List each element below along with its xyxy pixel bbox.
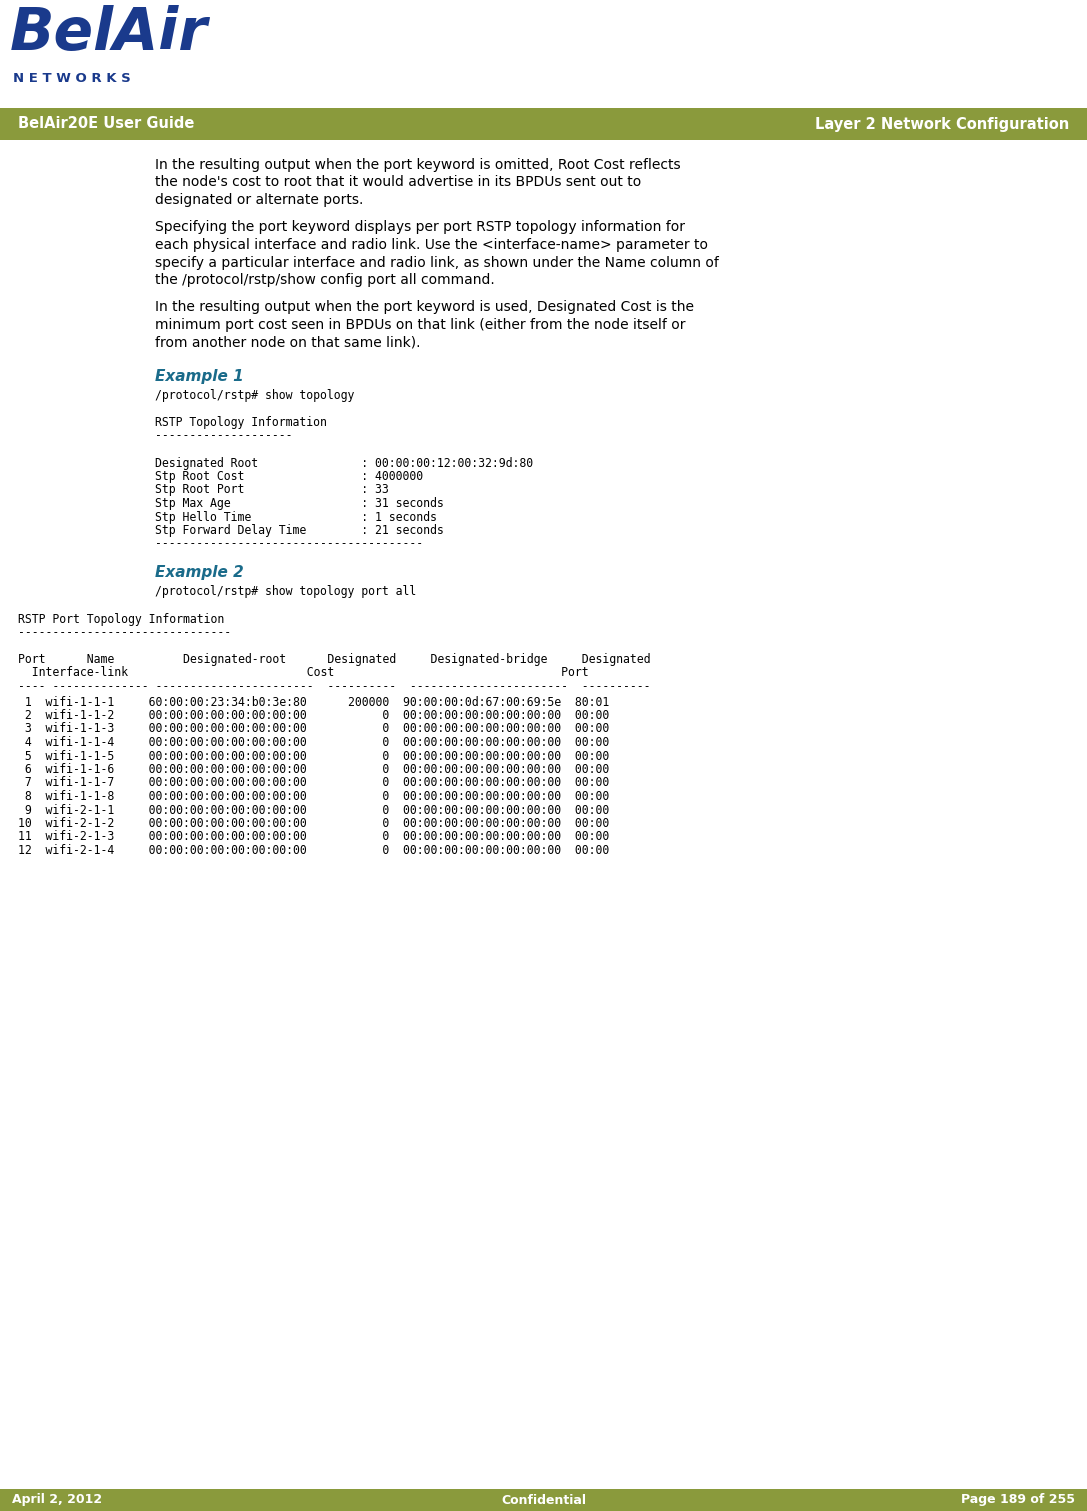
Text: from another node on that same link).: from another node on that same link).	[155, 335, 421, 349]
Text: 10  wifi-2-1-2     00:00:00:00:00:00:00:00           0  00:00:00:00:00:00:00:00 : 10 wifi-2-1-2 00:00:00:00:00:00:00:00 0 …	[18, 817, 609, 830]
Text: 12  wifi-2-1-4     00:00:00:00:00:00:00:00           0  00:00:00:00:00:00:00:00 : 12 wifi-2-1-4 00:00:00:00:00:00:00:00 0 …	[18, 845, 609, 857]
Text: In the resulting output when the port keyword is omitted, Root Cost reflects: In the resulting output when the port ke…	[155, 159, 680, 172]
Text: the /protocol/rstp/show config port all command.: the /protocol/rstp/show config port all …	[155, 273, 495, 287]
Text: Designated Root               : 00:00:00:12:00:32:9d:80: Designated Root : 00:00:00:12:00:32:9d:8…	[155, 456, 533, 470]
Text: BelAir: BelAir	[10, 5, 208, 62]
Text: Specifying the port keyword displays per port RSTP topology information for: Specifying the port keyword displays per…	[155, 221, 685, 234]
Text: 6  wifi-1-1-6     00:00:00:00:00:00:00:00           0  00:00:00:00:00:00:00:00  : 6 wifi-1-1-6 00:00:00:00:00:00:00:00 0 0…	[18, 763, 609, 777]
Text: Example 1: Example 1	[155, 369, 243, 384]
Text: April 2, 2012: April 2, 2012	[12, 1493, 102, 1506]
Text: Stp Max Age                   : 31 seconds: Stp Max Age : 31 seconds	[155, 497, 443, 511]
Text: Layer 2 Network Configuration: Layer 2 Network Configuration	[815, 116, 1069, 131]
Text: Stp Root Port                 : 33: Stp Root Port : 33	[155, 484, 389, 497]
Text: specify a particular interface and radio link, as shown under the Name column of: specify a particular interface and radio…	[155, 255, 719, 269]
Text: RSTP Topology Information: RSTP Topology Information	[155, 416, 327, 429]
Bar	[0, 107, 1087, 141]
Text: minimum port cost seen in BPDUs on that link (either from the node itself or: minimum port cost seen in BPDUs on that …	[155, 317, 686, 332]
Text: --------------------: --------------------	[155, 429, 292, 443]
Text: 9  wifi-2-1-1     00:00:00:00:00:00:00:00           0  00:00:00:00:00:00:00:00  : 9 wifi-2-1-1 00:00:00:00:00:00:00:00 0 0…	[18, 804, 609, 816]
Text: /protocol/rstp# show topology port all: /protocol/rstp# show topology port all	[155, 585, 416, 598]
Text: 5  wifi-1-1-5     00:00:00:00:00:00:00:00           0  00:00:00:00:00:00:00:00  : 5 wifi-1-1-5 00:00:00:00:00:00:00:00 0 0…	[18, 749, 609, 763]
Text: Document Number BDTM02201-A01 Standard: Document Number BDTM02201-A01 Standard	[373, 1494, 714, 1508]
Text: 3  wifi-1-1-3     00:00:00:00:00:00:00:00           0  00:00:00:00:00:00:00:00  : 3 wifi-1-1-3 00:00:00:00:00:00:00:00 0 0…	[18, 722, 609, 736]
Text: Interface-link                          Cost                                 Por: Interface-link Cost Por	[18, 666, 589, 680]
Text: 11  wifi-2-1-3     00:00:00:00:00:00:00:00           0  00:00:00:00:00:00:00:00 : 11 wifi-2-1-3 00:00:00:00:00:00:00:00 0 …	[18, 831, 609, 843]
Text: Example 2: Example 2	[155, 565, 243, 580]
Text: ---------------------------------------: ---------------------------------------	[155, 538, 423, 550]
Text: BelAir20E User Guide: BelAir20E User Guide	[18, 116, 195, 131]
Text: designated or alternate ports.: designated or alternate ports.	[155, 193, 363, 207]
Text: 7  wifi-1-1-7     00:00:00:00:00:00:00:00           0  00:00:00:00:00:00:00:00  : 7 wifi-1-1-7 00:00:00:00:00:00:00:00 0 0…	[18, 777, 609, 790]
Text: 4  wifi-1-1-4     00:00:00:00:00:00:00:00           0  00:00:00:00:00:00:00:00  : 4 wifi-1-1-4 00:00:00:00:00:00:00:00 0 0…	[18, 736, 609, 749]
Text: RSTP Port Topology Information: RSTP Port Topology Information	[18, 612, 224, 626]
Text: 2  wifi-1-1-2     00:00:00:00:00:00:00:00           0  00:00:00:00:00:00:00:00  : 2 wifi-1-1-2 00:00:00:00:00:00:00:00 0 0…	[18, 709, 609, 722]
Text: 1  wifi-1-1-1     60:00:00:23:34:b0:3e:80      200000  90:00:00:0d:67:00:69:5e  : 1 wifi-1-1-1 60:00:00:23:34:b0:3e:80 200…	[18, 695, 609, 709]
Text: Confidential: Confidential	[501, 1493, 586, 1506]
Text: 8  wifi-1-1-8     00:00:00:00:00:00:00:00           0  00:00:00:00:00:00:00:00  : 8 wifi-1-1-8 00:00:00:00:00:00:00:00 0 0…	[18, 790, 609, 802]
Text: -------------------------------: -------------------------------	[18, 626, 232, 639]
Text: Stp Hello Time                : 1 seconds: Stp Hello Time : 1 seconds	[155, 511, 437, 523]
Text: /protocol/rstp# show topology: /protocol/rstp# show topology	[155, 388, 354, 402]
Text: the node's cost to root that it would advertise in its BPDUs sent out to: the node's cost to root that it would ad…	[155, 175, 641, 189]
Text: N E T W O R K S: N E T W O R K S	[13, 73, 130, 85]
Text: In the resulting output when the port keyword is used, Designated Cost is the: In the resulting output when the port ke…	[155, 301, 694, 314]
Text: Stp Root Cost                 : 4000000: Stp Root Cost : 4000000	[155, 470, 423, 484]
Text: Port      Name          Designated-root      Designated     Designated-bridge   : Port Name Designated-root Designated Des…	[18, 653, 650, 666]
Text: Page 189 of 255: Page 189 of 255	[961, 1493, 1075, 1506]
Text: each physical interface and radio link. Use the <interface-name> parameter to: each physical interface and radio link. …	[155, 239, 708, 252]
Bar	[0, 1488, 1087, 1511]
Text: Stp Forward Delay Time        : 21 seconds: Stp Forward Delay Time : 21 seconds	[155, 524, 443, 536]
Text: ---- -------------- -----------------------  ----------  -----------------------: ---- -------------- --------------------…	[18, 680, 650, 694]
